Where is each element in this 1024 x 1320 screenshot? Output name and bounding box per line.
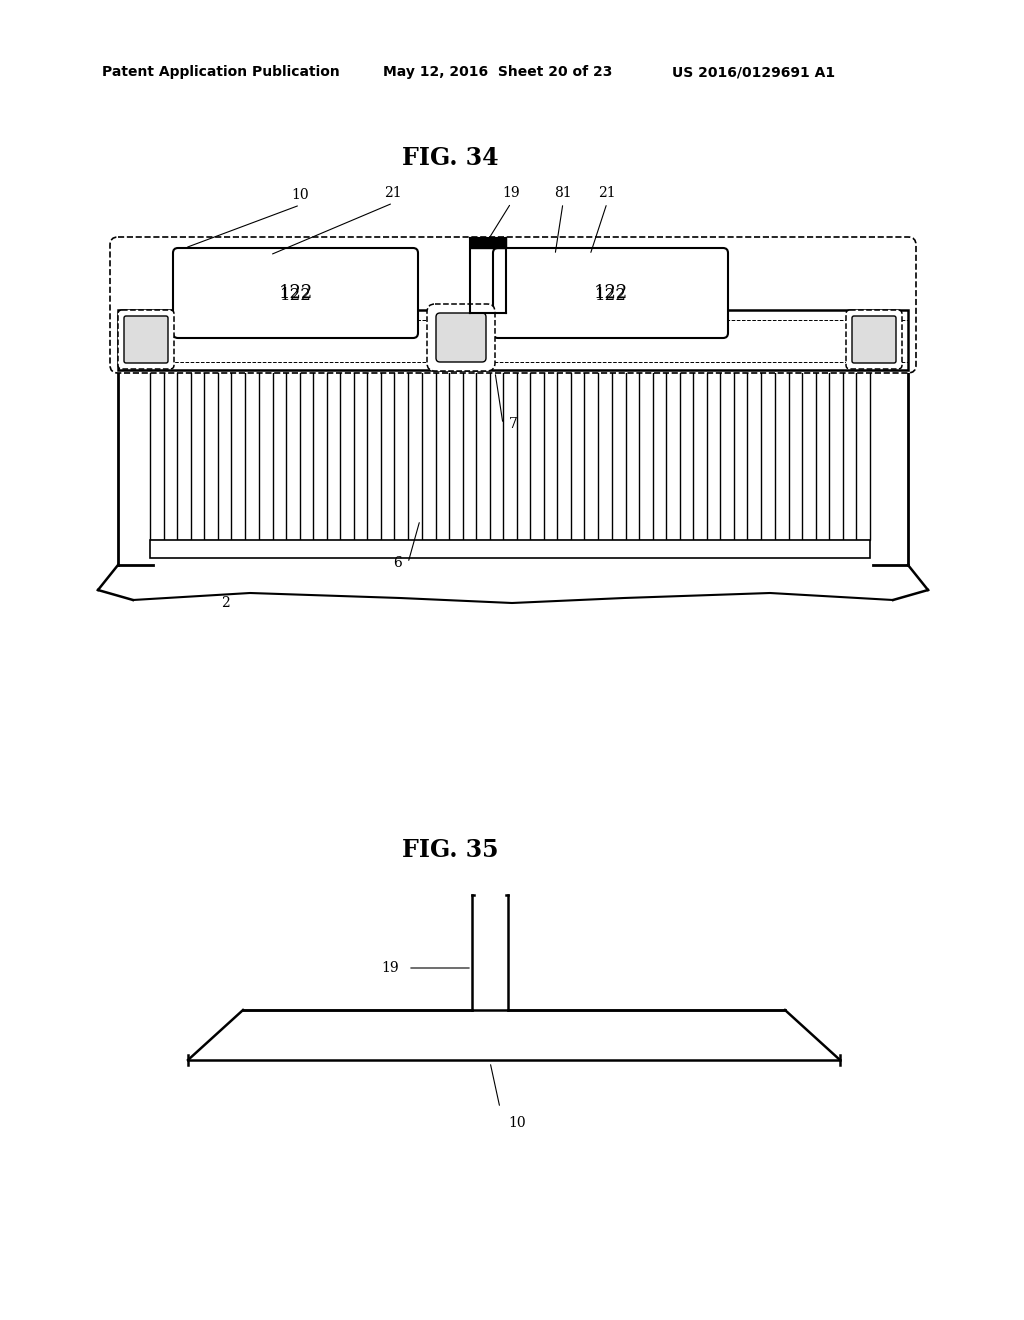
Bar	[118, 310, 908, 370]
Bar	[774, 370, 788, 540]
Text: 81: 81	[554, 186, 571, 201]
Text: 122: 122	[279, 284, 312, 302]
Bar	[449, 370, 463, 540]
Bar	[557, 370, 571, 540]
Bar	[693, 370, 708, 540]
Bar	[150, 370, 164, 540]
Bar	[611, 370, 626, 540]
Text: 21: 21	[598, 186, 615, 201]
Bar	[422, 370, 435, 540]
Text: 21: 21	[384, 186, 401, 201]
Bar	[394, 370, 409, 540]
FancyBboxPatch shape	[110, 238, 916, 374]
Text: 10: 10	[508, 1115, 525, 1130]
Bar	[286, 370, 300, 540]
Bar	[259, 370, 272, 540]
Bar	[368, 370, 381, 540]
Text: 2: 2	[220, 597, 229, 610]
Bar	[828, 370, 843, 540]
FancyBboxPatch shape	[436, 313, 486, 362]
Text: US 2016/0129691 A1: US 2016/0129691 A1	[672, 65, 836, 79]
Bar	[748, 370, 762, 540]
Text: May 12, 2016  Sheet 20 of 23: May 12, 2016 Sheet 20 of 23	[383, 65, 612, 79]
Bar	[639, 370, 652, 540]
Bar	[150, 540, 870, 558]
Text: 122: 122	[593, 284, 628, 302]
Text: 6: 6	[393, 556, 402, 570]
Text: Patent Application Publication: Patent Application Publication	[102, 65, 340, 79]
Bar	[313, 370, 327, 540]
FancyBboxPatch shape	[118, 310, 174, 370]
FancyBboxPatch shape	[846, 310, 902, 370]
Text: 7: 7	[509, 417, 517, 432]
Bar	[585, 370, 598, 540]
FancyBboxPatch shape	[173, 248, 418, 338]
Bar	[503, 370, 517, 540]
Text: 82C: 82C	[860, 323, 886, 337]
Text: FIG. 35: FIG. 35	[401, 838, 499, 862]
Bar	[666, 370, 680, 540]
FancyBboxPatch shape	[852, 315, 896, 363]
Text: 82B: 82B	[446, 323, 472, 337]
Bar	[802, 370, 816, 540]
Bar	[856, 370, 870, 540]
Bar	[231, 370, 246, 540]
FancyBboxPatch shape	[493, 248, 728, 338]
Text: 122: 122	[595, 286, 627, 304]
Bar	[177, 370, 191, 540]
Text: 10: 10	[291, 187, 309, 202]
Bar	[530, 370, 544, 540]
Bar	[720, 370, 734, 540]
Text: 82A: 82A	[128, 323, 153, 337]
Text: 122: 122	[280, 286, 312, 304]
Bar	[476, 370, 489, 540]
FancyBboxPatch shape	[427, 304, 495, 371]
Text: 19: 19	[381, 961, 398, 975]
Bar	[340, 370, 354, 540]
Text: 19: 19	[502, 186, 520, 201]
Bar	[205, 370, 218, 540]
FancyBboxPatch shape	[124, 315, 168, 363]
Text: FIG. 34: FIG. 34	[401, 147, 499, 170]
